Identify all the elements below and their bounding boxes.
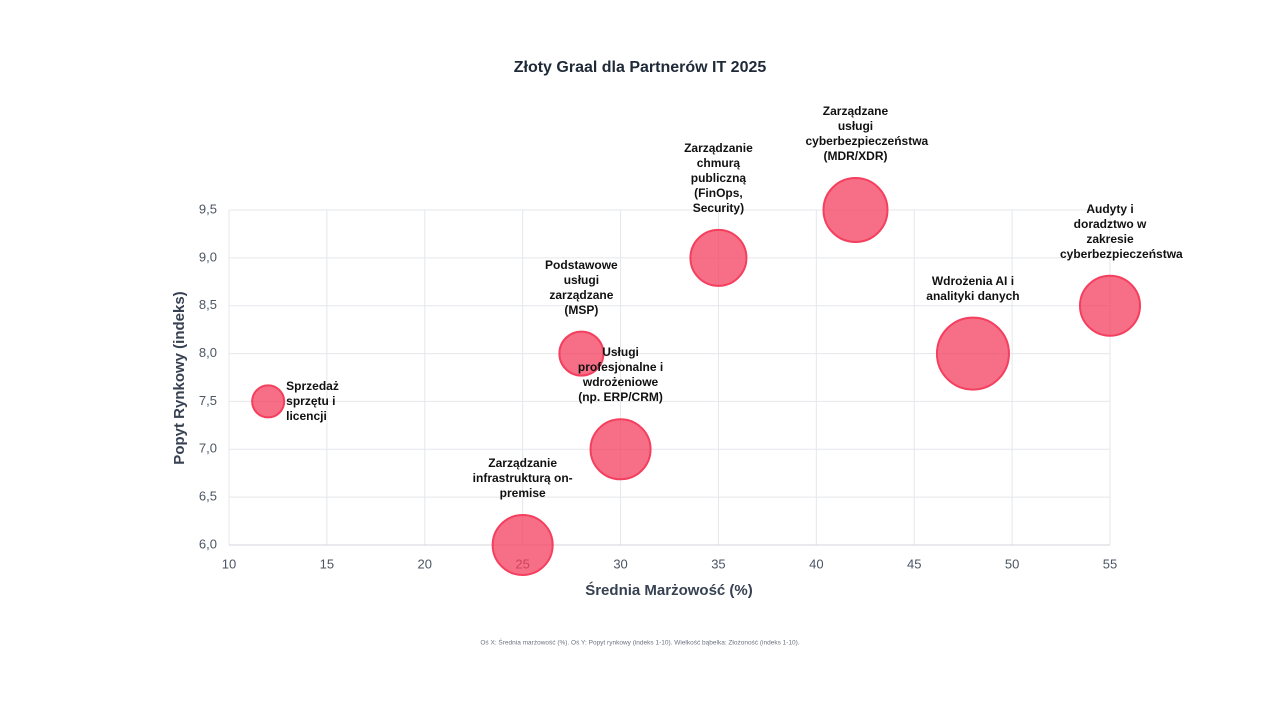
x-tick-label: 50 xyxy=(1005,556,1019,571)
bubble xyxy=(935,316,1010,391)
bubble-label: Usługi profesjonalne i wdrożeniowe (np. … xyxy=(577,345,664,405)
x-tick-label: 55 xyxy=(1103,556,1117,571)
x-axis-title: Średnia Marżowość (%) xyxy=(585,581,753,599)
bubble-label: Audyty i doradztwo w zakresie cyberbezpi… xyxy=(1060,201,1183,261)
y-tick-label: 9,0 xyxy=(199,249,217,264)
x-tick-label: 10 xyxy=(222,556,236,571)
bubble-label: Podstawowe usługi zarządzane (MSP) xyxy=(545,257,618,317)
x-tick-label: 35 xyxy=(711,556,725,571)
y-tick-label: 7,0 xyxy=(199,441,217,456)
y-tick-label: 9,5 xyxy=(199,201,217,216)
bubble xyxy=(822,177,889,243)
footnote: Oś X: Średnia marżowość (%). Oś Y: Popyt… xyxy=(480,638,799,647)
y-tick-label: 8,0 xyxy=(199,345,217,360)
x-tick-label: 40 xyxy=(809,556,823,571)
bubble xyxy=(558,330,605,377)
bubble xyxy=(689,228,748,287)
x-tick-label: 20 xyxy=(418,556,432,571)
chart-title: Złoty Graal dla Partnerów IT 2025 xyxy=(514,59,767,76)
bubble-label: Zarządzanie infrastrukturą on-premise xyxy=(472,456,573,500)
y-axis-title: Popyt Rynkowy (indeks) xyxy=(171,291,188,464)
bubble-label: Zarządzane usługi cyberbezpieczeństwa (M… xyxy=(805,104,929,163)
x-tick-label: 15 xyxy=(320,556,334,571)
y-tick-label: 6,0 xyxy=(199,536,217,551)
y-tick-label: 6,5 xyxy=(199,489,217,504)
y-tick-label: 8,5 xyxy=(199,297,217,312)
x-tick-label: 45 xyxy=(907,556,921,571)
bubble xyxy=(491,514,554,576)
y-tick-label: 7,5 xyxy=(199,393,217,408)
bubble-label: Zarządzanie chmurą publiczną (FinOps, Se… xyxy=(684,140,753,215)
bubble xyxy=(251,384,286,419)
bubble xyxy=(1079,274,1141,337)
bubble xyxy=(589,418,652,481)
x-tick-label: 30 xyxy=(613,556,627,571)
bubble-label: Sprzedaż sprzętu i licencji xyxy=(286,378,339,423)
bubble-label: Wdrożenia AI i analityki danych xyxy=(926,273,1020,303)
